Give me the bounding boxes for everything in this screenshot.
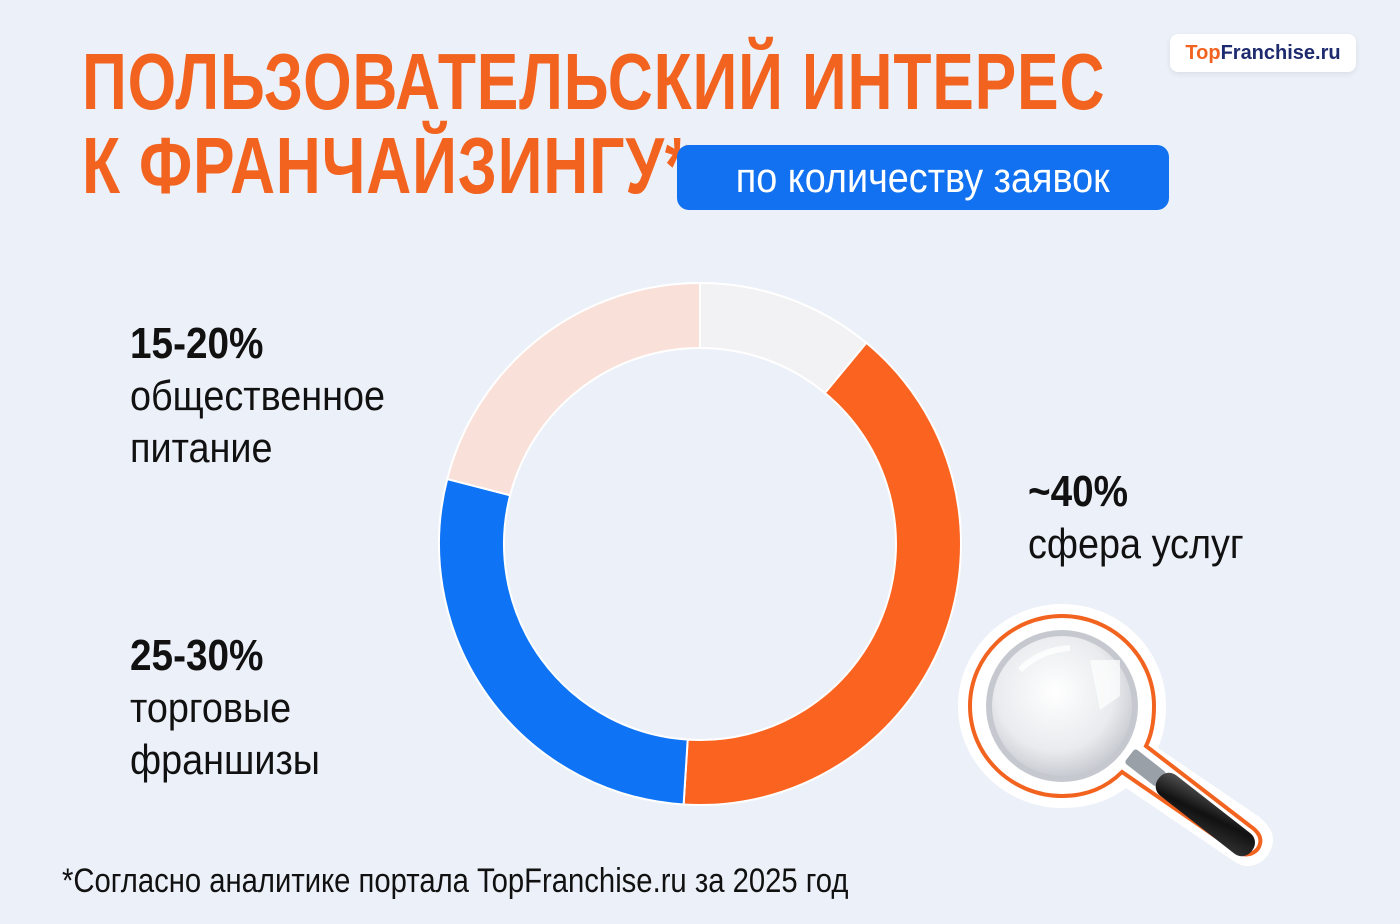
food-category-line-2: питание — [130, 424, 273, 471]
slice-retail — [438, 477, 689, 806]
label-retail: 25-30% торговые франшизы — [130, 630, 341, 786]
logo-part-franchise: Franchise.ru — [1220, 41, 1341, 64]
title-line-2: К ФРАНЧАЙЗИНГУ* — [82, 121, 690, 210]
footnote: *Согласно аналитике портала TopFranchise… — [62, 862, 849, 900]
slice-services — [682, 341, 962, 806]
retail-percent: 25-30% — [130, 631, 264, 680]
services-category: сфера услуг — [1028, 520, 1244, 567]
retail-category-line-2: франшизы — [130, 736, 320, 783]
page-title: ПОЛЬЗОВАТЕЛЬСКИЙ ИНТЕРЕС К ФРАНЧАЙЗИНГУ* — [82, 40, 1105, 208]
magnifying-glass-icon — [958, 604, 1274, 867]
title-line-1: ПОЛЬЗОВАТЕЛЬСКИЙ ИНТЕРЕС — [82, 37, 1106, 126]
food-percent: 15-20% — [130, 319, 264, 368]
logo-part-top: Top — [1185, 41, 1221, 64]
subtitle-badge: по количеству заявок — [677, 145, 1169, 210]
subtitle-text: по количеству заявок — [736, 153, 1110, 201]
slice-food — [445, 281, 701, 497]
food-category-line-1: общественное — [130, 372, 386, 419]
retail-category-line-1: торговые — [130, 684, 292, 731]
label-services: ~40% сфера услуг — [1028, 466, 1268, 570]
brand-logo: Top Franchise.ru — [1170, 34, 1356, 72]
services-percent: ~40% — [1028, 467, 1129, 516]
label-food: 15-20% общественное питание — [130, 318, 413, 474]
